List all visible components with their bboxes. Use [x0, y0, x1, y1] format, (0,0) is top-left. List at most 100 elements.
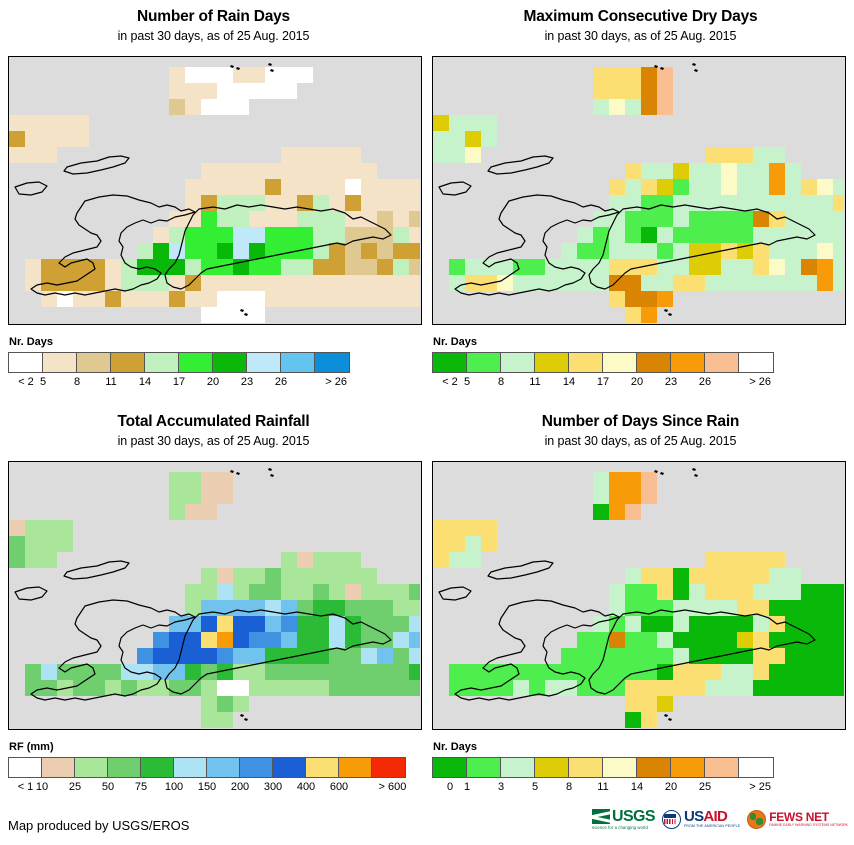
- legend-label: 17: [172, 376, 186, 388]
- grid-cell: [265, 163, 281, 179]
- map-canvas[interactable]: [8, 56, 422, 325]
- grid-cell: [753, 195, 769, 211]
- grid-cell: [641, 568, 657, 584]
- grid-cell: [673, 568, 689, 584]
- legend-label: 11: [529, 376, 541, 388]
- grid-cell: [689, 179, 705, 195]
- grid-cell: [625, 275, 641, 291]
- grid-cell: [361, 648, 377, 664]
- grid-cell: [833, 211, 844, 227]
- grid-cell: [313, 616, 329, 632]
- grid-cell: [249, 227, 265, 243]
- grid-cell: [361, 568, 377, 584]
- grid-cell: [753, 600, 769, 616]
- grid-cell: [233, 600, 249, 616]
- legend-label: 23: [664, 376, 678, 388]
- grid-cell: [529, 680, 545, 696]
- grid-cell: [593, 259, 609, 275]
- grid-cell: [345, 147, 361, 163]
- grid-cell: [249, 259, 265, 275]
- grid-cell: [297, 227, 313, 243]
- grid-cell: [497, 259, 513, 275]
- legend-label: 14: [562, 376, 576, 388]
- grid-cell: [313, 275, 329, 291]
- grid-cell: [673, 243, 689, 259]
- legend-swatch: [671, 353, 705, 372]
- map-canvas[interactable]: [432, 56, 846, 325]
- grid-cell: [201, 211, 217, 227]
- map-canvas[interactable]: [432, 461, 846, 730]
- grid-cell: [9, 536, 25, 552]
- grid-cell: [329, 632, 345, 648]
- grid-cell: [449, 520, 465, 536]
- grid-cell: [313, 259, 329, 275]
- grid-cell: [185, 472, 201, 488]
- grid-cell: [705, 680, 721, 696]
- panel-subtitle: in past 30 days, as of 25 Aug. 2015: [117, 29, 310, 43]
- grid-cell: [169, 648, 185, 664]
- grid-cell: [609, 504, 625, 520]
- grid-cell: [753, 680, 769, 696]
- grid-cell: [409, 243, 420, 259]
- map-canvas[interactable]: [8, 461, 422, 730]
- grid-cell: [169, 472, 185, 488]
- panel-days-since-rain: Number of Days Since Rain in past 30 days…: [427, 405, 854, 810]
- grid-cell: [281, 243, 297, 259]
- grid-cell: [57, 520, 73, 536]
- grid-cell: [329, 552, 345, 568]
- grid-cell: [137, 275, 153, 291]
- grid-cell: [657, 275, 673, 291]
- grid-cell: [57, 131, 73, 147]
- grid-cell: [393, 680, 409, 696]
- grid-cell: [393, 195, 409, 211]
- grid-cell: [609, 275, 625, 291]
- grid-cell: [833, 195, 844, 211]
- grid-cell: [737, 552, 753, 568]
- legend: Nr. Days < 2 5 8 11 14 17 20 23 26 > 26: [432, 336, 774, 392]
- grid-cell: [281, 227, 297, 243]
- islet-marker: [240, 309, 244, 312]
- grid-cell: [801, 616, 817, 632]
- panel-subtitle: in past 30 days, as of 25 Aug. 2015: [117, 434, 310, 448]
- grid-cell: [185, 616, 201, 632]
- grid-cell: [609, 600, 625, 616]
- fews-wordmark: FEWS NET: [769, 810, 829, 824]
- grid-cell: [449, 131, 465, 147]
- grid-cell: [9, 147, 25, 163]
- grid-cell: [657, 291, 673, 307]
- grid-cell: [817, 179, 833, 195]
- grid-cell: [297, 243, 313, 259]
- grid-cell: [41, 536, 57, 552]
- grid-cell: [657, 227, 673, 243]
- grid-cell: [137, 243, 153, 259]
- grid-cell: [769, 195, 785, 211]
- grid-cell: [25, 259, 41, 275]
- grid-cell: [281, 83, 297, 99]
- grid-cell: [393, 584, 409, 600]
- legend-title: Nr. Days: [433, 741, 478, 753]
- grid-cell: [265, 83, 281, 99]
- grid-cell: [345, 259, 361, 275]
- grid-cell: [769, 552, 785, 568]
- grid-cell: [329, 163, 345, 179]
- grid-cell: [169, 616, 185, 632]
- grid-cell: [833, 600, 844, 616]
- legend-swatch: [671, 758, 705, 777]
- grid-cell: [121, 291, 137, 307]
- grid-cell: [705, 600, 721, 616]
- grid-cell: [785, 584, 801, 600]
- grid-cell: [265, 227, 281, 243]
- grid-cell: [361, 664, 377, 680]
- grid-cell: [313, 632, 329, 648]
- legend-title: Nr. Days: [9, 336, 54, 348]
- grid-cell: [361, 600, 377, 616]
- grid-cell: [329, 664, 345, 680]
- grid-cell: [673, 211, 689, 227]
- grid-cell: [233, 680, 249, 696]
- grid-cell: [233, 83, 249, 99]
- fews-globe-icon: [747, 809, 767, 829]
- grid-cell: [121, 275, 137, 291]
- grid-cell: [737, 211, 753, 227]
- legend-label: 75: [134, 781, 148, 793]
- grid-cell: [313, 552, 329, 568]
